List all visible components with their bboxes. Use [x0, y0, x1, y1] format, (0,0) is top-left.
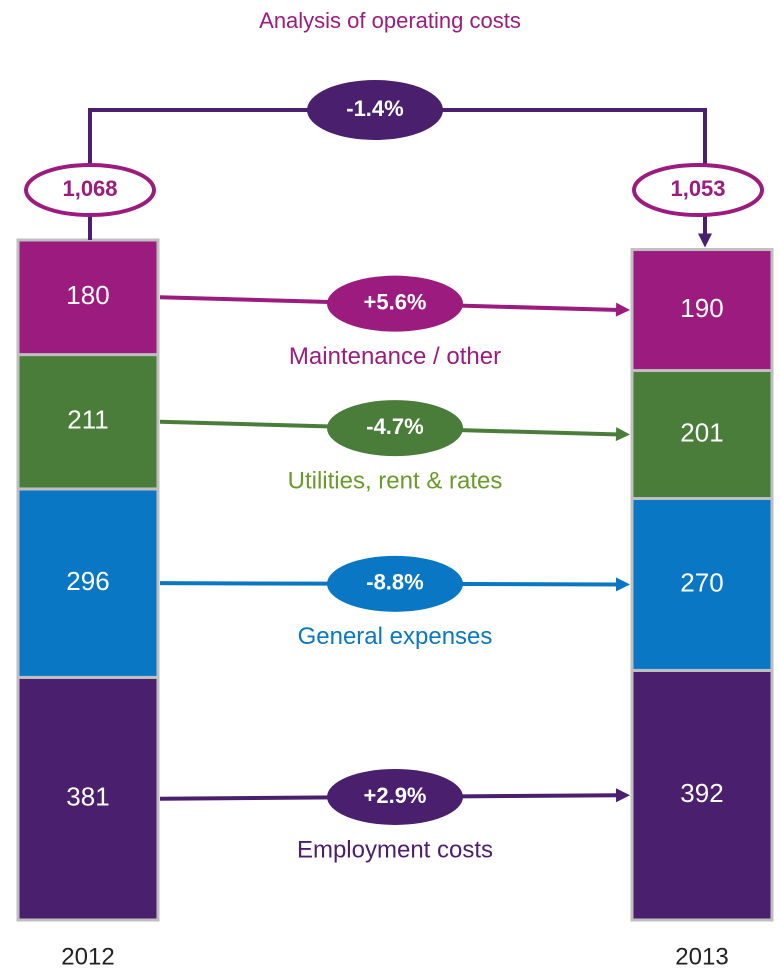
change-badge [327, 400, 463, 457]
total-badge [632, 163, 764, 217]
series-name: Utilities, rent & rates [288, 467, 503, 494]
total-label: 1,068 [62, 176, 117, 201]
bar-segment [630, 497, 774, 672]
value-label: 180 [66, 280, 109, 310]
change-badge [327, 275, 463, 332]
change-badge [307, 80, 443, 140]
value-label: 381 [66, 782, 109, 812]
bar-segment [630, 369, 774, 501]
value-label: 190 [680, 293, 723, 323]
change-badge [327, 768, 463, 825]
bar-segment [16, 238, 160, 357]
chart-title: Analysis of operating costs [259, 8, 521, 33]
change-label: +2.9% [364, 783, 427, 808]
series-name: Employment costs [297, 836, 493, 863]
arrowhead [615, 427, 630, 442]
bar-segment [16, 675, 160, 922]
arrowhead [698, 233, 712, 248]
arrowhead [615, 577, 630, 592]
total-label: 1,053 [670, 176, 725, 201]
change-badge [327, 555, 463, 612]
change-label: +5.6% [364, 289, 427, 314]
category-label: 2013 [675, 943, 728, 970]
bar-segment [16, 487, 160, 679]
total-change-label: -1.4% [346, 96, 403, 121]
arrowhead [615, 788, 630, 803]
value-label: 392 [680, 778, 723, 808]
value-label: 211 [67, 405, 108, 435]
bar-segment [630, 668, 774, 922]
value-label: 201 [680, 417, 723, 447]
change-label: -4.7% [366, 414, 423, 439]
bar-segment [630, 248, 774, 373]
value-label: 270 [680, 567, 723, 597]
value-label: 296 [66, 566, 109, 596]
total-badge [24, 163, 156, 217]
series-name: Maintenance / other [289, 343, 501, 370]
category-label: 2012 [61, 943, 114, 970]
change-label: -8.8% [366, 570, 423, 595]
arrowhead [615, 302, 630, 317]
series-name: General expenses [298, 623, 493, 650]
